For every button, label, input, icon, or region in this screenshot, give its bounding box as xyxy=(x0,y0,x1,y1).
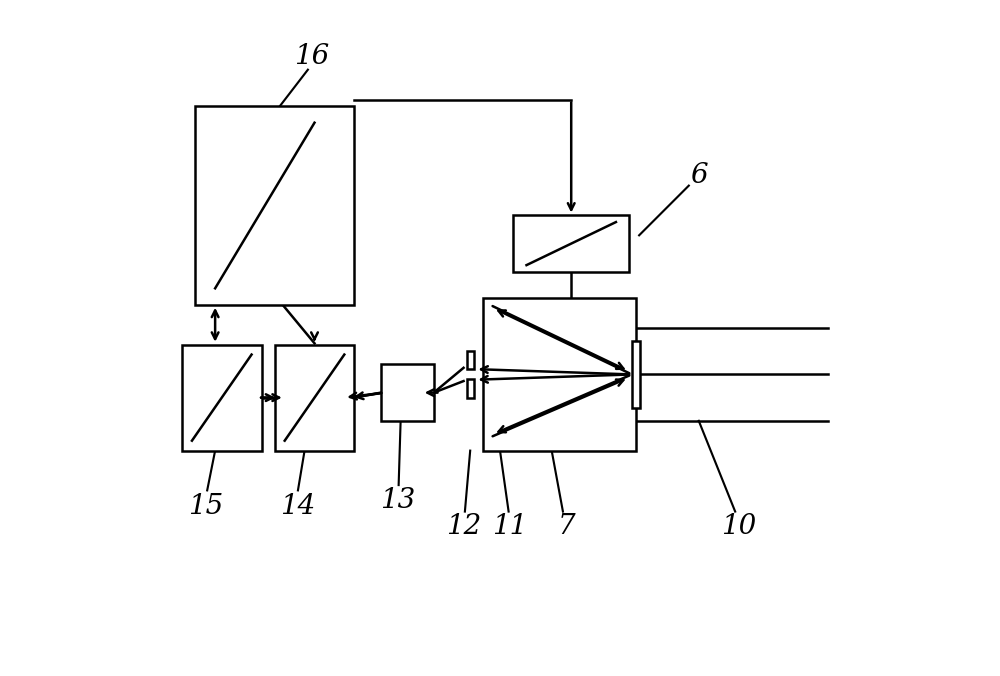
Text: 10: 10 xyxy=(721,513,756,540)
Bar xyxy=(632,341,640,408)
Bar xyxy=(381,364,434,420)
Bar xyxy=(182,345,262,451)
Text: 15: 15 xyxy=(188,493,223,521)
Bar xyxy=(467,379,474,398)
Text: 12: 12 xyxy=(446,513,481,540)
Text: 7: 7 xyxy=(557,513,575,540)
Text: 16: 16 xyxy=(294,43,329,70)
Text: 13: 13 xyxy=(380,487,415,514)
Text: 14: 14 xyxy=(280,493,316,521)
Bar xyxy=(195,106,354,305)
Bar xyxy=(513,216,629,272)
Text: 6: 6 xyxy=(690,162,708,189)
Bar xyxy=(275,345,354,451)
Bar xyxy=(483,298,636,451)
Bar xyxy=(467,351,474,370)
Text: 11: 11 xyxy=(492,513,528,540)
